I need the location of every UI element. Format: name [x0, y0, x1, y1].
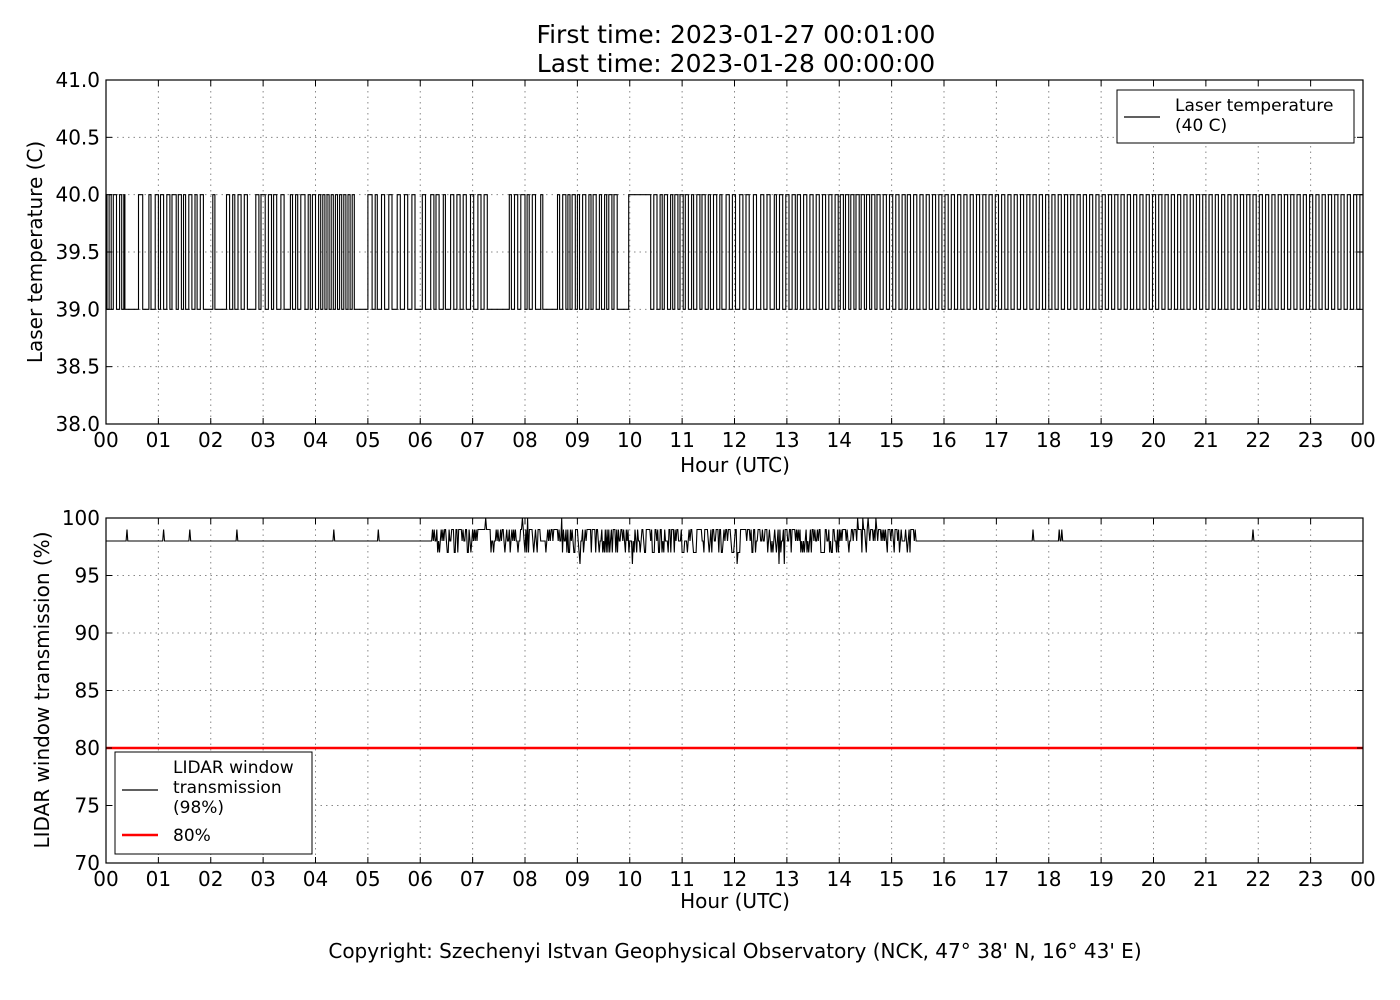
x-tick-label: 20	[1141, 428, 1166, 452]
y-tick-label: 70	[75, 851, 100, 875]
x-tick-label: 07	[460, 867, 485, 891]
x-tick-label: 08	[512, 428, 537, 452]
x-tick-label: 09	[565, 428, 590, 452]
x-tick-label: 14	[827, 428, 852, 452]
x-tick-label: 00	[93, 428, 118, 452]
x-tick-label: 06	[408, 867, 433, 891]
x-tick-label: 02	[198, 428, 223, 452]
x-tick-label: 13	[774, 428, 799, 452]
x-tick-label: 15	[879, 867, 904, 891]
x-tick-label: 22	[1246, 428, 1271, 452]
y-tick-label: 39.0	[55, 297, 100, 321]
y-tick-label: 40.5	[55, 125, 100, 149]
x-tick-label: 15	[879, 428, 904, 452]
lidar-ylabel: LIDAR window transmission (%)	[30, 532, 54, 849]
laser-plot-frame	[105, 79, 1364, 425]
x-tick-label: 03	[250, 428, 275, 452]
y-tick-label: 100	[62, 506, 100, 530]
x-tick-label: 01	[146, 428, 171, 452]
x-tick-label: 10	[617, 867, 642, 891]
lidar-transmission-line	[106, 517, 1363, 565]
y-tick-label: 95	[75, 564, 100, 588]
y-tick-label: 80	[75, 736, 100, 760]
x-tick-label: 00	[1350, 867, 1375, 891]
x-tick-label: 16	[931, 867, 956, 891]
lidar-xlabel: Hour (UTC)	[680, 889, 790, 913]
y-tick-label: 75	[75, 794, 100, 818]
x-tick-label: 00	[1350, 428, 1375, 452]
lidar-plot-frame	[105, 517, 1364, 864]
x-tick-label: 21	[1193, 428, 1218, 452]
laser-temperature-line	[105, 194, 1364, 310]
x-tick-label: 07	[460, 428, 485, 452]
y-tick-label: 90	[75, 621, 100, 645]
x-tick-label: 20	[1141, 867, 1166, 891]
x-tick-label: 23	[1298, 428, 1323, 452]
laser-legend-label: Laser temperature (40 C)	[1175, 96, 1333, 136]
x-tick-label: 08	[512, 867, 537, 891]
x-tick-label: 17	[984, 428, 1009, 452]
laser-temperature-plot: 00 01 02 03 04 05 06 07 08 09 10 11 12 13 14 15 16 17 18 19…	[23, 68, 1376, 477]
x-tick-label: 19	[1088, 428, 1113, 452]
x-tick-label: 10	[617, 428, 642, 452]
x-tick-label: 09	[565, 867, 590, 891]
laser-xlabel: Hour (UTC)	[680, 453, 790, 477]
x-tick-label: 04	[303, 867, 328, 891]
y-tick-label: 38.0	[55, 412, 100, 436]
y-tick-label: 85	[75, 679, 100, 703]
lidar-legend-label: LIDAR window transmission (98%)	[173, 758, 294, 818]
x-tick-label: 17	[984, 867, 1009, 891]
laser-ylabel: Laser temperature (C)	[23, 141, 47, 363]
x-tick-label: 18	[1036, 428, 1061, 452]
lidar-legend: LIDAR window transmission (98%) 80%	[114, 751, 313, 855]
x-tick-label: 06	[408, 428, 433, 452]
x-tick-label: 03	[250, 867, 275, 891]
x-tick-label: 01	[146, 867, 171, 891]
x-tick-label: 21	[1193, 867, 1218, 891]
x-tick-label: 16	[931, 428, 956, 452]
x-tick-label: 12	[722, 428, 747, 452]
copyright-text: Copyright: Szechenyi Istvan Geophysical …	[328, 939, 1141, 963]
y-tick-label: 41.0	[55, 68, 100, 92]
x-tick-label: 22	[1246, 867, 1271, 891]
y-tick-label: 38.5	[55, 355, 100, 379]
x-tick-label: 14	[827, 867, 852, 891]
y-tick-label: 39.5	[55, 240, 100, 264]
x-tick-label: 04	[303, 428, 328, 452]
x-tick-label: 05	[355, 428, 380, 452]
threshold-legend-label: 80%	[173, 826, 211, 846]
x-tick-label: 11	[669, 428, 694, 452]
x-tick-label: 11	[669, 867, 694, 891]
x-tick-label: 02	[198, 867, 223, 891]
x-tick-label: 05	[355, 867, 380, 891]
x-tick-label: 00	[93, 867, 118, 891]
x-tick-label: 23	[1298, 867, 1323, 891]
y-tick-label: 40.0	[55, 183, 100, 207]
x-tick-label: 19	[1088, 867, 1113, 891]
lidar-transmission-plot: 00 01 02 03 04 05 06 07 08 09 10 11 12 13 14 15 16 17 18 19…	[30, 506, 1376, 913]
x-tick-label: 18	[1036, 867, 1061, 891]
last-time-title: Last time: 2023-01-28 00:00:00	[537, 49, 935, 78]
first-time-title: First time: 2023-01-27 00:01:00	[537, 20, 936, 49]
x-tick-label: 12	[722, 867, 747, 891]
laser-legend: Laser temperature (40 C)	[1116, 89, 1355, 144]
x-tick-label: 13	[774, 867, 799, 891]
